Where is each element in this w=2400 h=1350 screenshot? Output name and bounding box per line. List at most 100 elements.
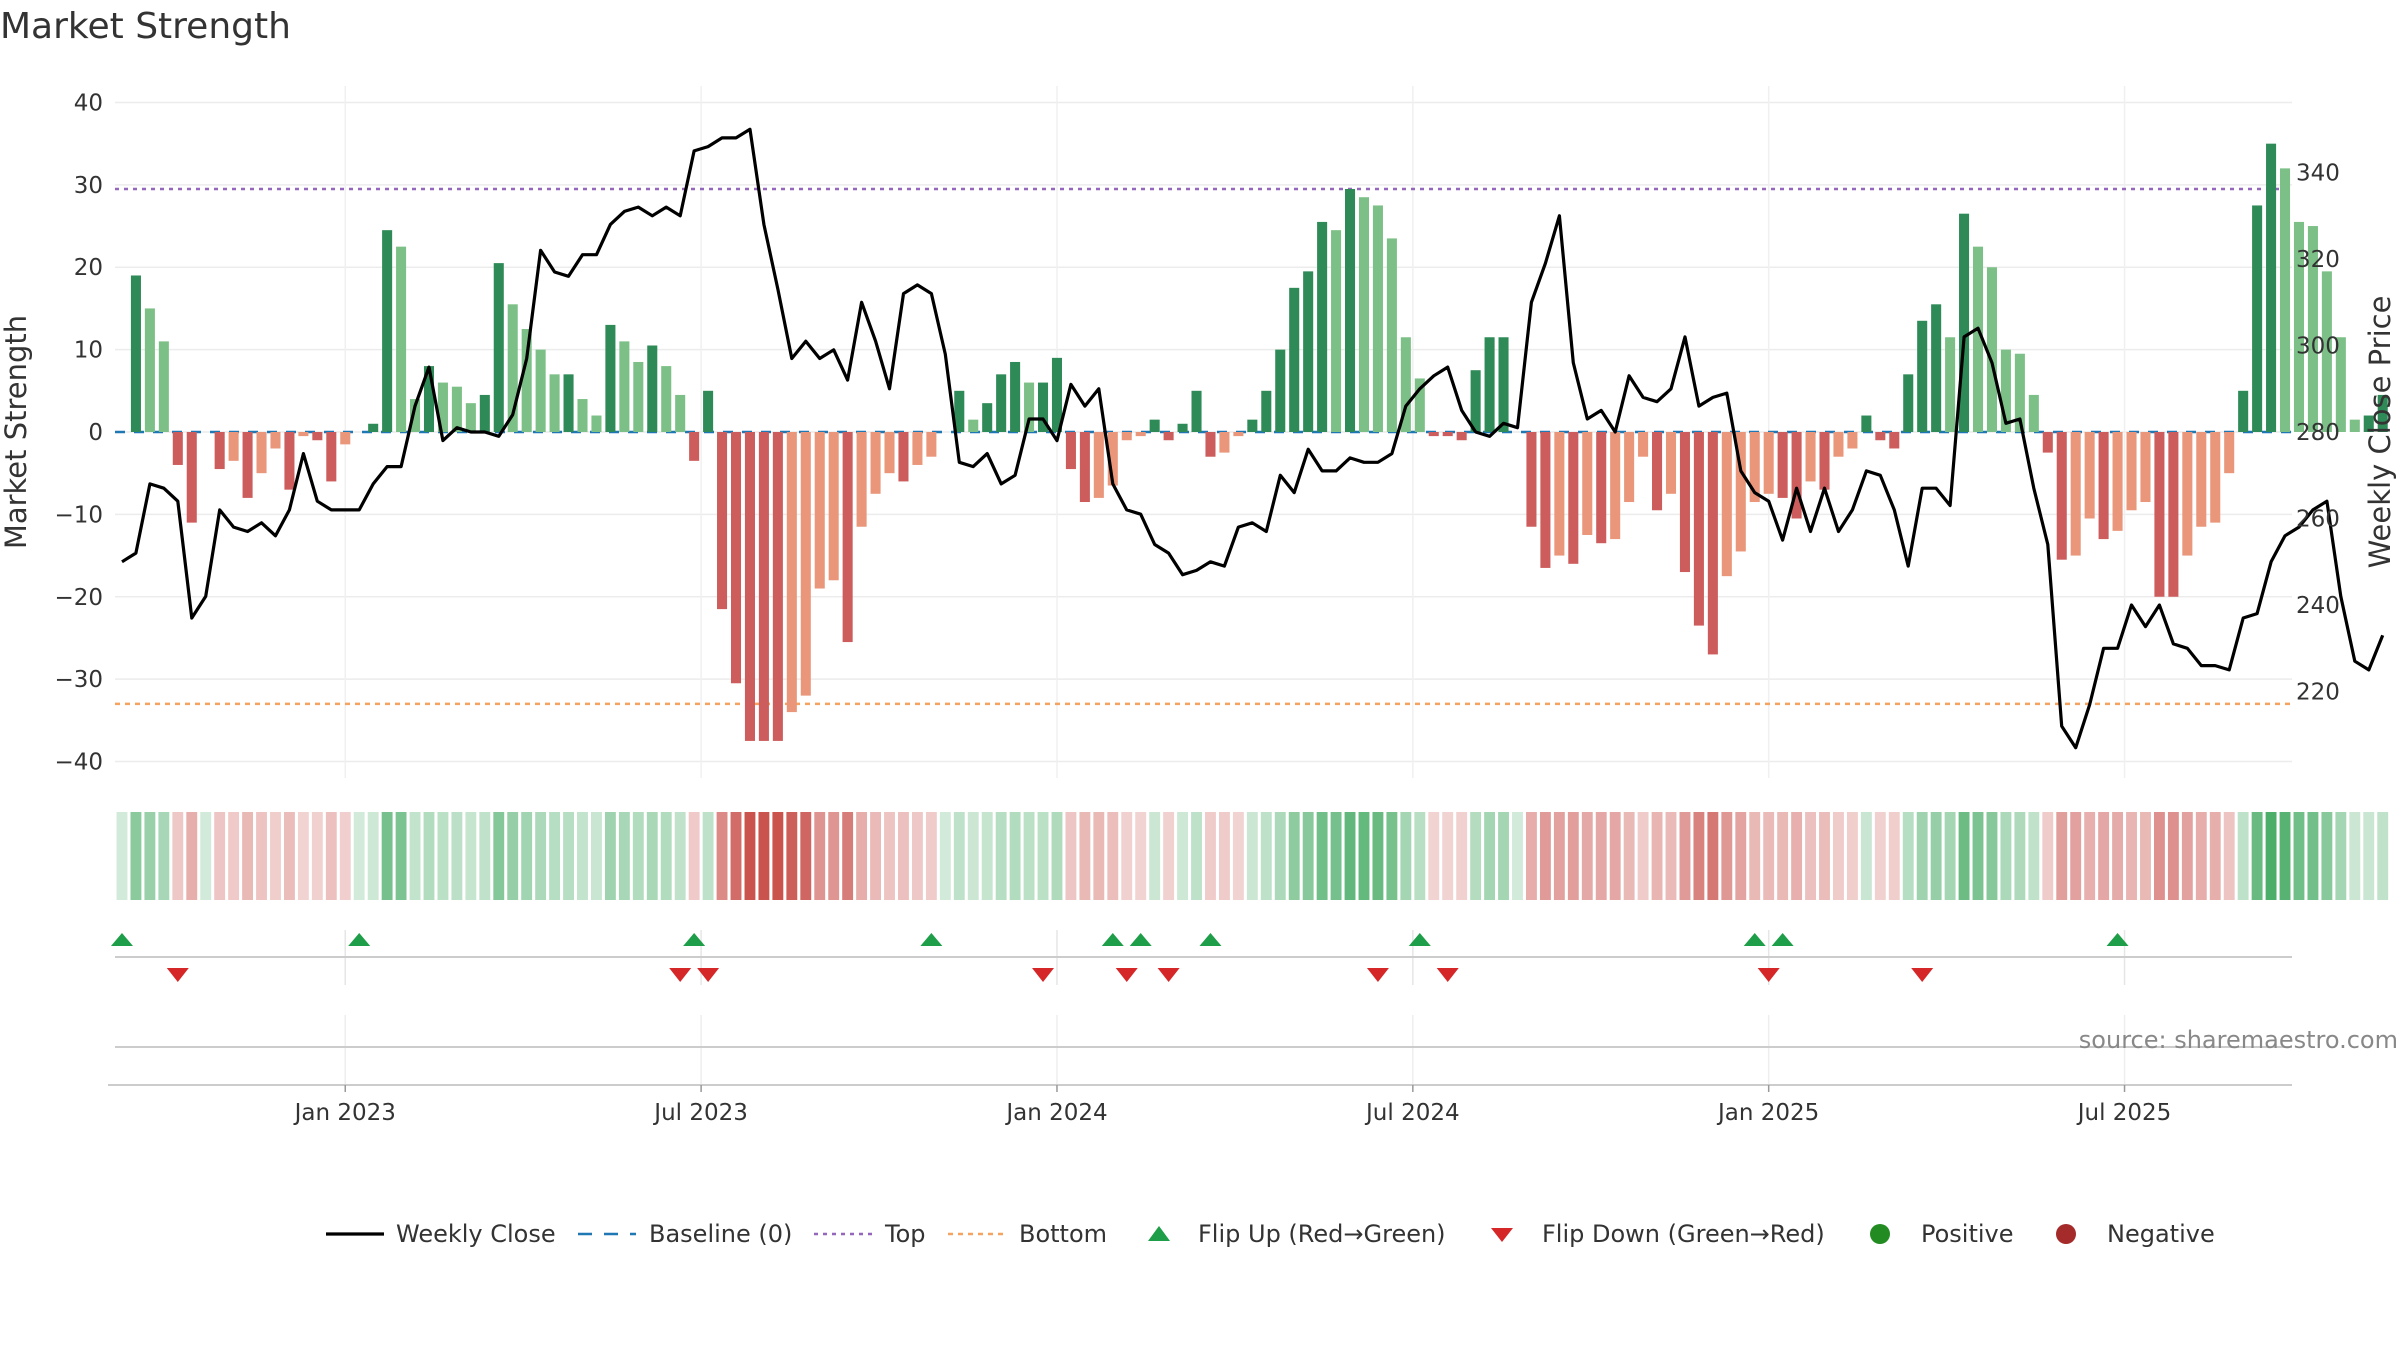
strength-bar [2070,432,2081,556]
regime-cell [1246,812,1258,900]
strength-bar [2126,432,2137,511]
regime-cell [1567,812,1579,900]
strength-bar [172,432,183,465]
regime-cell [995,812,1007,900]
regime-cell [1623,812,1635,900]
strength-bar [1610,432,1621,540]
strength-bar [563,374,574,432]
regime-cell [1498,812,1509,900]
strength-bar [1777,432,1788,498]
regime-cell [967,812,979,900]
strength-bar [2363,415,2374,432]
regime-cell [186,812,198,900]
regime-cell [1777,812,1789,900]
regime-cell [409,812,421,900]
strength-bar [2028,394,2039,432]
regime-cell [493,812,505,900]
regime-cell [2209,812,2221,900]
strength-bar [1986,267,1997,432]
strength-bar [2321,271,2332,432]
strength-bar [1903,374,1914,432]
regime-cell [2014,812,2026,900]
strength-bar [1638,432,1649,457]
regime-cell [242,812,254,900]
regime-cell [1177,812,1189,900]
regime-cell [730,812,742,900]
strength-bar [1135,432,1146,437]
strength-bar [772,432,783,741]
regime-cell [1916,812,1928,900]
regime-cell [297,812,309,900]
regime-cell [1121,812,1133,900]
regime-cell [1930,812,1942,900]
strength-bar [1498,337,1509,432]
right-tick-label: 340 [2296,161,2340,187]
regime-cell [1805,812,1816,900]
legend-label-positive: Positive [1921,1220,2014,1248]
regime-cell [1553,812,1565,900]
strength-bar [423,366,435,432]
regime-cell [563,812,574,900]
strength-bar [1819,432,1830,490]
strength-bar [1079,432,1090,503]
regime-cell [1707,812,1719,900]
regime-cell [1009,812,1021,900]
strength-bar [1972,246,1984,432]
flip-up-marker [1743,933,1766,946]
strength-bar [968,419,979,432]
regime-cell [1386,812,1398,900]
strength-bar [535,349,546,432]
strength-bar [1107,432,1118,486]
strength-bar [814,432,825,589]
regime-cell [228,812,240,900]
strength-bar [2238,390,2249,432]
legend-label-weekly-close: Weekly Close [396,1220,556,1248]
strength-bar [228,432,239,461]
strength-bar [1931,304,1942,432]
regime-cell [2140,812,2151,900]
strength-bar [1693,432,1704,626]
flip-down-marker [1757,968,1780,982]
left-axis-ticks: −40 −30 −20 −10 0 10 20 30 40 [54,90,103,775]
source-label: source: sharemaestro.com [2079,1026,2398,1054]
strength-bar [326,432,337,482]
regime-cell [2293,812,2305,900]
regime-cell [1972,812,1984,900]
regime-cell [1749,812,1761,900]
legend-swatch-flip-up [1148,1226,1170,1241]
regime-cell [2028,812,2040,900]
flip-down-marker [669,968,692,982]
left-tick-label: −20 [54,585,103,611]
strength-bar [2210,432,2221,523]
strength-bar [730,432,742,684]
regime-cell [1484,812,1496,900]
x-tick-label: Jul 2023 [652,1100,748,1126]
regime-cell [1637,812,1649,900]
strength-bar [1010,361,1021,432]
strength-bar [1526,432,1537,527]
strength-bar [1861,415,1872,432]
regime-cell [2084,812,2096,900]
regime-cell [884,812,895,900]
legend: Weekly Close Baseline (0) Top Bottom Flip Up… [326,1220,2215,1248]
flip-up-marker [683,933,706,946]
strength-bar [242,432,253,498]
regime-strip [116,812,2389,900]
regime-cell [200,812,212,900]
strength-bar [1149,419,1160,432]
strength-bar [1945,337,1956,432]
strength-bar [2335,337,2346,432]
strength-bar [675,394,686,432]
strength-bar [2252,205,2263,432]
strength-bar [758,432,769,741]
regime-cell [577,812,588,900]
regime-cell [381,812,393,900]
regime-cell [911,812,923,900]
regime-cell [2000,812,2012,900]
right-tick-label: 220 [2296,680,2340,706]
regime-cell [1023,812,1035,900]
strength-bar [2084,432,2095,519]
strength-bar [256,432,267,474]
regime-cell [214,812,226,900]
regime-cell [1944,812,1956,900]
